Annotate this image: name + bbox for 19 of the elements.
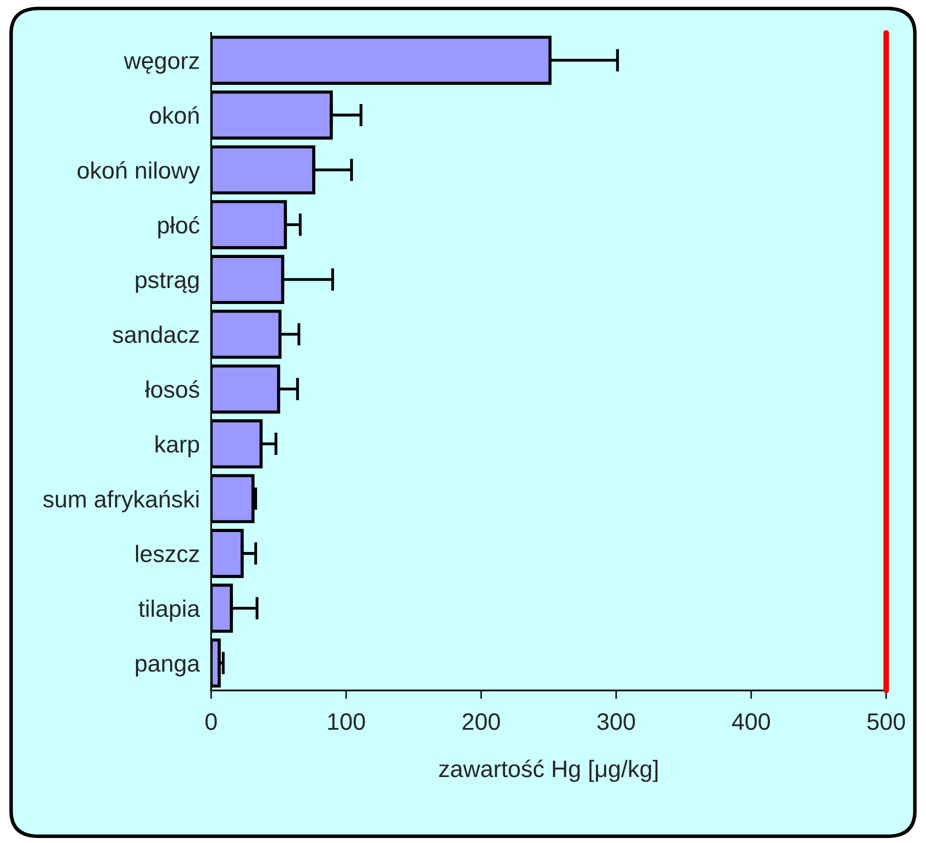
x-tick-label: 500: [867, 713, 905, 730]
y-tick-label: karp: [156, 435, 200, 458]
y-tick-label: leszcz: [136, 544, 199, 562]
y-tick-label: okoń nilowy: [78, 161, 200, 184]
x-tick-label: 200: [462, 713, 500, 730]
x-tick-label: 400: [732, 713, 770, 730]
y-tick-label: tilapia: [138, 600, 200, 622]
x-tick-label: 300: [597, 713, 635, 730]
y-tick-label: pstrąg: [136, 272, 198, 293]
y-tick-label: okoń: [150, 106, 199, 124]
y-tick-label: węgorz: [124, 56, 199, 74]
y-tick-label: sandacz: [112, 326, 199, 344]
y-tick-label: panga: [136, 658, 200, 676]
x-tick-label: 100: [328, 713, 365, 730]
x-axis-title: zawartość Hg [μg/kg]: [439, 760, 658, 782]
x-tick-label: 0: [205, 713, 217, 730]
y-tick-label: sum afrykański: [43, 490, 198, 512]
y-tick-label: łosoś: [145, 380, 200, 398]
y-tick-label: płoć: [158, 216, 200, 238]
